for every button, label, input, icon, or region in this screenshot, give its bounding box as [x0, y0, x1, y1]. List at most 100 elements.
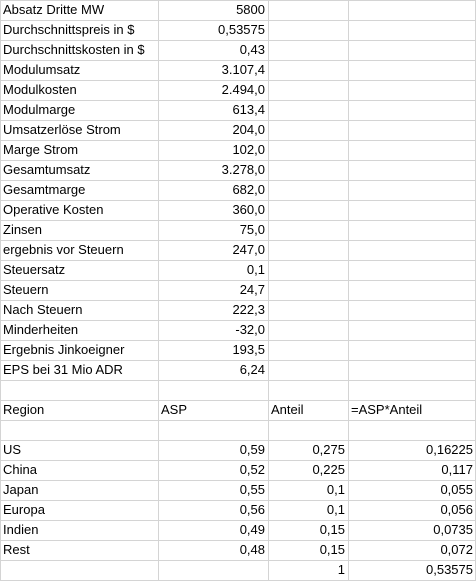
- row-gridline: [0, 240, 476, 241]
- row-gridline: [0, 380, 476, 381]
- value-cell[interactable]: 3.278,0: [221, 162, 265, 177]
- row-gridline: [0, 400, 476, 401]
- value-cell[interactable]: 222,3: [232, 302, 265, 317]
- label-cell[interactable]: Gesamtumsatz: [3, 162, 91, 177]
- row-gridline: [0, 360, 476, 361]
- row-gridline: [0, 440, 476, 441]
- row-gridline: [0, 520, 476, 521]
- value-cell[interactable]: -32,0: [235, 322, 265, 337]
- product-cell[interactable]: 0,16225: [426, 442, 473, 457]
- product-cell[interactable]: 0,072: [440, 542, 473, 557]
- value-cell[interactable]: 360,0: [232, 202, 265, 217]
- label-cell[interactable]: Absatz Dritte MW: [3, 2, 105, 17]
- label-cell[interactable]: Operative Kosten: [3, 202, 104, 217]
- label-cell[interactable]: EPS bei 31 Mio ADR: [3, 362, 123, 377]
- asp-cell[interactable]: 0,52: [239, 462, 265, 477]
- row-gridline: [0, 460, 476, 461]
- row-gridline: [0, 480, 476, 481]
- value-cell[interactable]: 193,5: [232, 342, 265, 357]
- row-gridline: [0, 320, 476, 321]
- value-cell[interactable]: 0,1: [246, 262, 265, 277]
- row-gridline: [0, 60, 476, 61]
- region-cell[interactable]: US: [3, 442, 22, 457]
- column-gridline: [0, 0, 1, 580]
- value-cell[interactable]: 6,24: [239, 362, 265, 377]
- anteil-cell[interactable]: 0,1: [326, 502, 345, 517]
- anteil-total-cell[interactable]: 1: [337, 562, 345, 577]
- row-gridline: [0, 560, 476, 561]
- label-cell[interactable]: Nach Steuern: [3, 302, 83, 317]
- row-gridline: [0, 340, 476, 341]
- header-cell-anteil[interactable]: Anteil: [271, 402, 304, 417]
- value-cell[interactable]: 0,53575: [218, 22, 265, 37]
- label-cell[interactable]: Gesamtmarge: [3, 182, 86, 197]
- value-cell[interactable]: 613,4: [232, 102, 265, 117]
- value-cell[interactable]: 24,7: [239, 282, 265, 297]
- label-cell[interactable]: Minderheiten: [3, 322, 79, 337]
- row-gridline: [0, 180, 476, 181]
- asp-cell[interactable]: 0,55: [239, 482, 265, 497]
- row-gridline: [0, 500, 476, 501]
- row-gridline: [0, 420, 476, 421]
- row-gridline: [0, 220, 476, 221]
- anteil-cell[interactable]: 0,275: [312, 442, 345, 457]
- column-gridline: [268, 0, 269, 580]
- label-cell[interactable]: Steuern: [3, 282, 49, 297]
- label-cell[interactable]: Modulkosten: [3, 82, 77, 97]
- anteil-cell[interactable]: 0,15: [319, 542, 345, 557]
- value-cell[interactable]: 682,0: [232, 182, 265, 197]
- column-gridline: [348, 0, 349, 580]
- row-gridline: [0, 80, 476, 81]
- row-gridline: [0, 260, 476, 261]
- row-gridline: [0, 200, 476, 201]
- region-cell[interactable]: China: [3, 462, 37, 477]
- label-cell[interactable]: Zinsen: [3, 222, 43, 237]
- column-gridline: [158, 0, 159, 580]
- label-cell[interactable]: Modulmarge: [3, 102, 76, 117]
- asp-cell[interactable]: 0,59: [239, 442, 265, 457]
- region-cell[interactable]: Indien: [3, 522, 39, 537]
- row-gridline: [0, 140, 476, 141]
- value-cell[interactable]: 204,0: [232, 122, 265, 137]
- row-gridline: [0, 100, 476, 101]
- anteil-cell[interactable]: 0,15: [319, 522, 345, 537]
- region-cell[interactable]: Japan: [3, 482, 39, 497]
- row-gridline: [0, 540, 476, 541]
- label-cell[interactable]: Steuersatz: [3, 262, 66, 277]
- asp-cell[interactable]: 0,49: [239, 522, 265, 537]
- region-cell[interactable]: Rest: [3, 542, 30, 557]
- row-gridline: [0, 0, 476, 1]
- value-cell[interactable]: 2.494,0: [221, 82, 265, 97]
- label-cell[interactable]: Modulumsatz: [3, 62, 81, 77]
- row-gridline: [0, 280, 476, 281]
- product-cell[interactable]: 0,055: [440, 482, 473, 497]
- value-cell[interactable]: 3.107,4: [221, 62, 265, 77]
- label-cell[interactable]: Ergebnis Jinkoeigner: [3, 342, 125, 357]
- row-gridline: [0, 300, 476, 301]
- value-cell[interactable]: 5800: [236, 2, 265, 17]
- asp-cell[interactable]: 0,48: [239, 542, 265, 557]
- row-gridline: [0, 120, 476, 121]
- label-cell[interactable]: Marge Strom: [3, 142, 79, 157]
- anteil-cell[interactable]: 0,225: [312, 462, 345, 477]
- asp-cell[interactable]: 0,56: [239, 502, 265, 517]
- product-cell[interactable]: 0,117: [441, 462, 473, 477]
- value-cell[interactable]: 247,0: [232, 242, 265, 257]
- header-cell-formula[interactable]: =ASP*Anteil: [351, 402, 423, 417]
- header-cell-asp[interactable]: ASP: [161, 402, 188, 417]
- product-cell[interactable]: 0,0735: [433, 522, 473, 537]
- label-cell[interactable]: Umsatzerlöse Strom: [3, 122, 121, 137]
- value-cell[interactable]: 102,0: [232, 142, 265, 157]
- header-cell-region[interactable]: Region: [3, 402, 45, 417]
- value-cell[interactable]: 75,0: [239, 222, 265, 237]
- product-total-cell[interactable]: 0,53575: [426, 562, 473, 577]
- product-cell[interactable]: 0,056: [440, 502, 473, 517]
- anteil-cell[interactable]: 0,1: [326, 482, 345, 497]
- row-gridline: [0, 20, 476, 21]
- label-cell[interactable]: Durchschnittskosten in $: [3, 42, 145, 57]
- label-cell[interactable]: ergebnis vor Steuern: [3, 242, 124, 257]
- label-cell[interactable]: Durchschnittspreis in $: [3, 22, 135, 37]
- value-cell[interactable]: 0,43: [239, 42, 265, 57]
- region-cell[interactable]: Europa: [3, 502, 45, 517]
